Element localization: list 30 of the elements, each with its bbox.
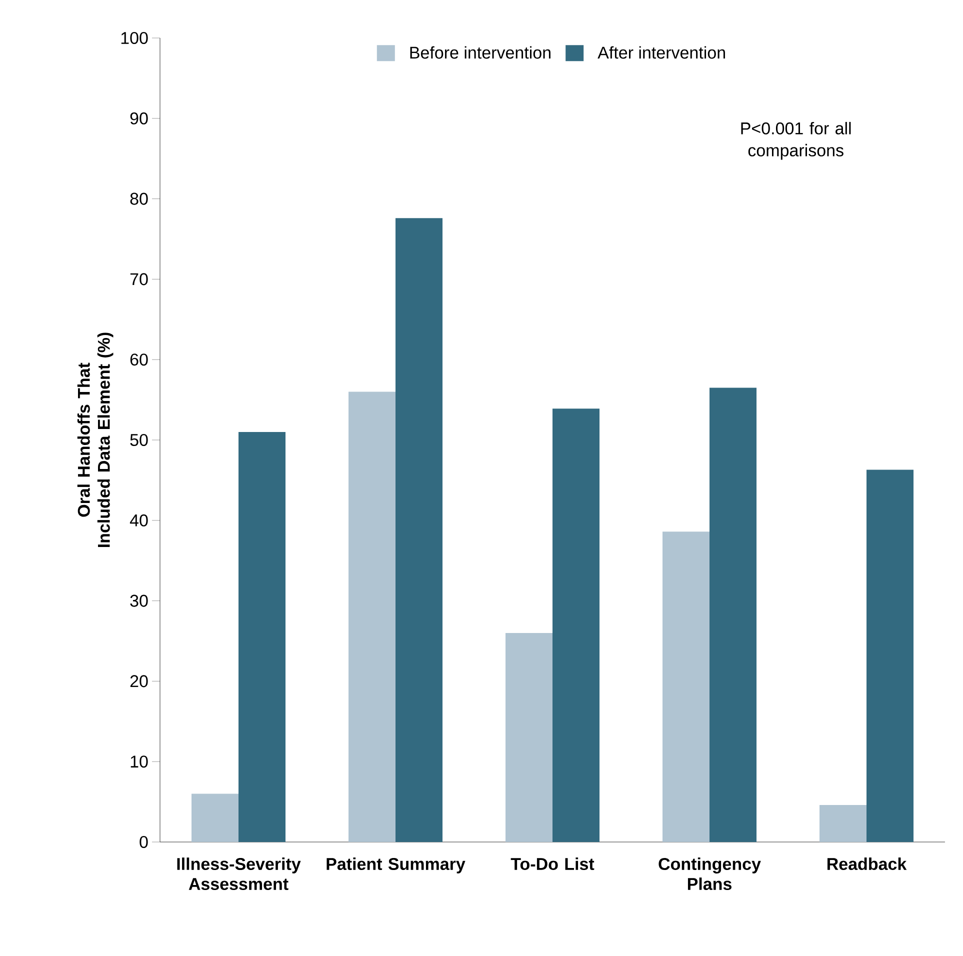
- y-tick-label: 90: [130, 112, 148, 124]
- y-tick-label: 30: [130, 594, 148, 607]
- y-tick-label: 70: [130, 273, 148, 286]
- y-tick-label: 40: [130, 514, 148, 526]
- bar: [348, 392, 396, 842]
- x-tick-label: Readback: [827, 858, 907, 870]
- bar: [662, 532, 710, 842]
- y-tick-label: 10: [130, 756, 148, 768]
- y-tick-label: 50: [130, 434, 148, 446]
- bar: [396, 218, 443, 842]
- bar: [506, 632, 553, 842]
- bar: [238, 432, 286, 842]
- x-tick-label: To-Do List: [510, 858, 594, 870]
- legend-label: After intervention: [598, 46, 725, 59]
- x-tick-label: Contingency Plans: [658, 858, 761, 890]
- x-tick-label: Patient Summary: [326, 858, 466, 874]
- bar: [820, 805, 867, 842]
- x-tick-label: Illness-Severity Assessment: [177, 858, 301, 890]
- y-tick-label: 20: [130, 675, 148, 688]
- y-axis-title: Oral Handoffs That Included Data Element (%): [77, 332, 114, 548]
- y-tick-label: 60: [130, 354, 148, 366]
- y-tick-label: 100: [121, 32, 148, 44]
- bar: [866, 470, 914, 842]
- annotation: P<0.001 for all comparisons: [741, 122, 851, 160]
- bar: [192, 794, 238, 842]
- y-tick-label: 0: [140, 836, 148, 848]
- bar: [710, 388, 757, 842]
- legend-label: Before intervention: [410, 46, 550, 59]
- y-tick-label: 80: [130, 192, 148, 205]
- bar: [552, 408, 600, 842]
